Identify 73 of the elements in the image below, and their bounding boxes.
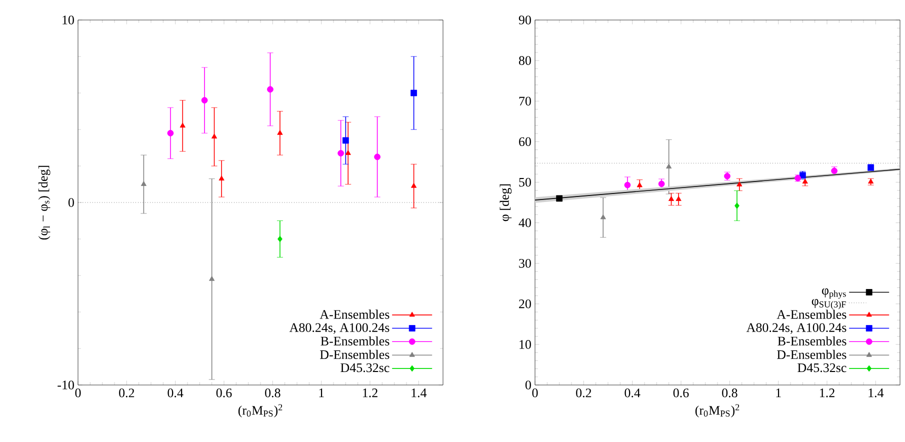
legend-label: A-Ensembles: [320, 310, 390, 319]
point: [556, 195, 563, 202]
y-tick-label: 80: [518, 56, 531, 65]
point: [668, 196, 674, 201]
y-tick-label: -10: [58, 380, 74, 390]
x-axis-title: (r$_{0}$M$_{PS}$)$^{2}$: [238, 404, 282, 418]
legend-label: B-Ensembles: [778, 336, 846, 346]
y-tick-label: 0: [525, 380, 531, 390]
point: [411, 182, 417, 188]
legend-label: D-Ensembles: [777, 350, 846, 360]
point: [278, 236, 282, 242]
point: [831, 168, 838, 174]
y-tick-label: 20: [519, 300, 531, 308]
x-axis-title: (r$_{0}$M$_{PS}$)$^{2}$: [695, 404, 740, 418]
legend-label: A-Ensembles: [776, 310, 846, 319]
point: [342, 137, 349, 144]
legend-label: A80.24s, A100.24s: [289, 323, 390, 334]
legend-label: φ$_{SU(3)F}$: [812, 299, 846, 310]
y-tick-label: 70: [519, 96, 531, 106]
x-tick-label: 0.8: [265, 388, 280, 398]
x-tick-label: 0: [532, 388, 538, 398]
point: [267, 86, 274, 93]
x-tick-label: 0: [75, 388, 81, 398]
legend-label: D45.32sc: [340, 363, 390, 372]
legend-label: A80.24s, A100.24s: [746, 323, 846, 334]
point: [167, 130, 174, 136]
legend-label: φ$_{phys}$: [822, 288, 846, 299]
legend-label: D-Ensembles: [320, 350, 390, 360]
point: [277, 130, 283, 135]
y-tick-label: 10: [520, 340, 531, 349]
x-tick-label: 0.2: [576, 388, 592, 398]
y-tick-label: 90: [518, 16, 531, 24]
point: [209, 276, 215, 281]
point: [658, 180, 665, 188]
point: [180, 122, 186, 128]
point: [374, 154, 381, 160]
point: [410, 90, 418, 96]
x-tick-label: 0.6: [673, 388, 689, 398]
x-tick-label: 0.8: [722, 388, 738, 398]
y-tick-label: 50: [519, 178, 531, 187]
point: [676, 196, 682, 201]
y-tick-label: 30: [519, 258, 531, 268]
point: [201, 97, 208, 104]
y-axis-title: φ [deg]: [500, 184, 512, 222]
x-tick-label: 1.2: [363, 388, 378, 398]
point: [624, 182, 631, 188]
point: [345, 150, 351, 155]
x-tick-label: 0.6: [216, 388, 232, 398]
y-axis-title: (φ$_{l}$ − φ$_{s}$) [deg]: [38, 166, 50, 240]
x-tick-label: 0.4: [168, 388, 184, 398]
point: [211, 134, 218, 138]
y-tick-label: 0: [68, 198, 74, 207]
point: [802, 178, 808, 184]
point: [140, 181, 146, 186]
point: [636, 182, 642, 188]
x-tick-label: 0.2: [119, 388, 134, 398]
point: [218, 176, 224, 180]
legend-label: D45.32sc: [798, 363, 846, 372]
x-tick-label: 1: [776, 388, 781, 398]
point: [734, 202, 740, 209]
x-tick-label: 1.4: [412, 388, 427, 398]
point: [600, 214, 606, 220]
y-tick-label: 10: [62, 16, 74, 24]
y-tick-label: 60: [519, 137, 531, 146]
x-tick-label: 1.2: [820, 388, 834, 398]
point: [666, 164, 672, 169]
x-tick-label: 0.4: [624, 388, 640, 398]
point: [338, 150, 344, 156]
point: [736, 181, 742, 186]
y-tick-label: 40: [518, 218, 531, 228]
x-tick-label: 1: [319, 388, 324, 398]
legend-label: B-Ensembles: [320, 336, 390, 346]
x-tick-label: 1.4: [868, 388, 884, 398]
